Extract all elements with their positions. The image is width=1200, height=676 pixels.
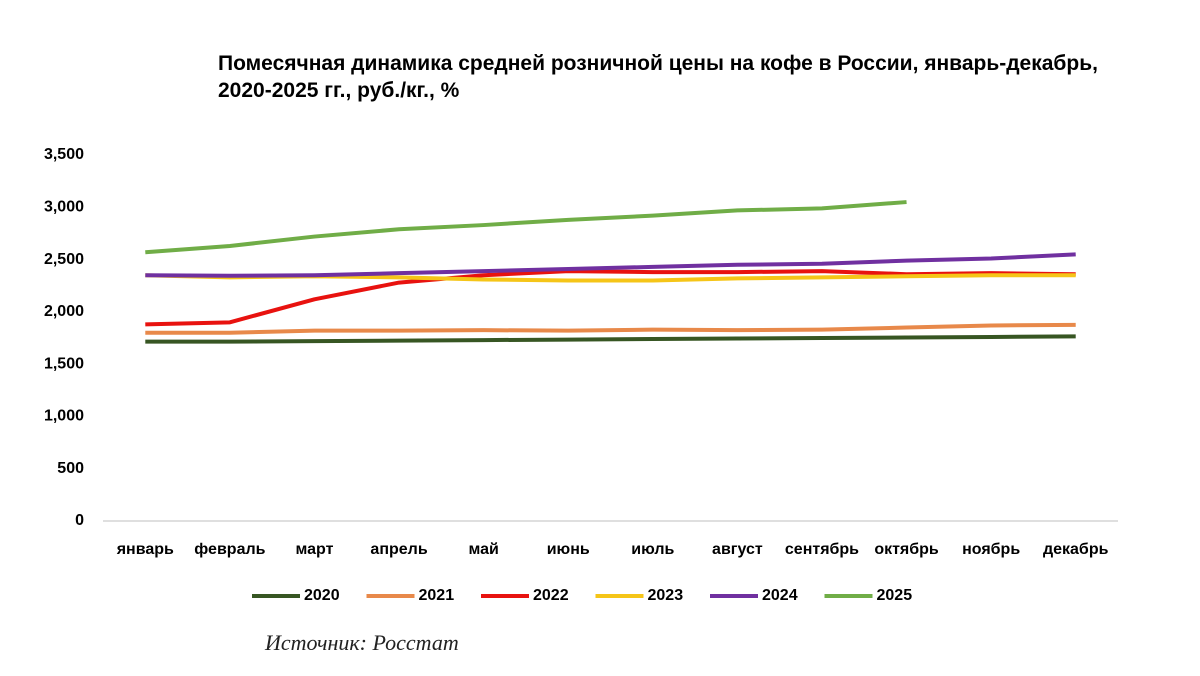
chart: 0 500 1,000 1,500 2,000 2,500 3,000 3,500 январь… — [44, 146, 1118, 604]
x-tick-label: июль — [631, 541, 674, 558]
x-tick-label: ноябрь — [962, 541, 1020, 558]
x-tick-label: декабрь — [1043, 541, 1109, 558]
legend-label: 2025 — [877, 587, 913, 604]
y-tick-label: 500 — [57, 460, 84, 477]
x-tick-label: август — [712, 541, 763, 558]
line-series — [145, 200, 907, 255]
y-tick-label: 2,000 — [44, 303, 84, 320]
legend-label: 2021 — [419, 587, 455, 604]
line-series — [145, 269, 1076, 327]
x-tick-label: апрель — [370, 541, 427, 558]
x-tick-label: октябрь — [874, 541, 939, 558]
x-tick-label: май — [468, 541, 498, 558]
legend-label: 2024 — [762, 587, 798, 604]
y-tick-label: 1,000 — [44, 408, 84, 425]
x-tick-label: март — [295, 541, 333, 558]
x-tick-label: июнь — [547, 541, 590, 558]
y-tick-label: 0 — [75, 512, 84, 529]
source-note: Источник: Росстат — [265, 630, 459, 655]
y-tick-label: 3,000 — [44, 199, 84, 216]
legend-label: 2023 — [648, 587, 684, 604]
line-series — [145, 322, 1076, 335]
line-series — [145, 252, 1076, 278]
y-tick-label: 1,500 — [44, 355, 84, 372]
y-tick-label: 2,500 — [44, 251, 84, 268]
x-tick-label: сентябрь — [785, 541, 859, 558]
chart-title: Помесячная динамика средней розничной це… — [218, 52, 1098, 102]
x-tick-label: январь — [116, 541, 174, 558]
y-tick-label: 3,500 — [44, 146, 84, 163]
x-tick-label: февраль — [194, 541, 265, 558]
legend-label: 2020 — [304, 587, 340, 604]
line-series — [145, 334, 1076, 344]
legend-label: 2022 — [533, 587, 569, 604]
